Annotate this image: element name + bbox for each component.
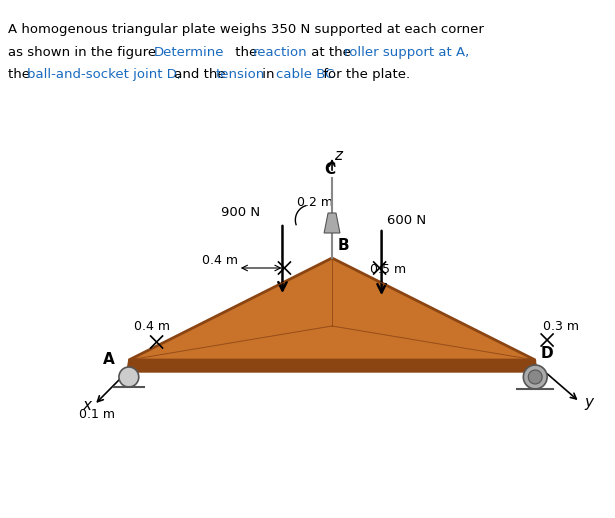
Text: 600 N: 600 N xyxy=(387,213,426,226)
Text: x: x xyxy=(82,398,91,413)
Text: 0.4 m: 0.4 m xyxy=(202,254,238,267)
Polygon shape xyxy=(324,213,340,233)
Text: A homogenous triangular plate weighs 350 N supported at each corner: A homogenous triangular plate weighs 350… xyxy=(8,23,484,36)
Circle shape xyxy=(528,370,542,384)
Text: ball-and-socket joint D,: ball-and-socket joint D, xyxy=(27,68,181,81)
Text: the: the xyxy=(8,68,34,81)
Text: 0.3 m: 0.3 m xyxy=(543,320,579,333)
Text: the: the xyxy=(231,46,261,59)
Text: 0.1 m: 0.1 m xyxy=(79,408,115,421)
Text: D: D xyxy=(540,346,553,361)
Polygon shape xyxy=(127,360,537,372)
Circle shape xyxy=(119,367,139,387)
Text: y: y xyxy=(585,395,593,410)
Text: at the: at the xyxy=(308,46,355,59)
Polygon shape xyxy=(129,258,535,360)
Text: 900 N: 900 N xyxy=(221,207,260,220)
Text: z: z xyxy=(334,148,342,163)
Text: for the plate.: for the plate. xyxy=(319,68,410,81)
Text: 0.4 m: 0.4 m xyxy=(134,320,170,333)
Text: Determine: Determine xyxy=(154,46,224,59)
Text: reaction: reaction xyxy=(253,46,308,59)
Text: in: in xyxy=(258,68,279,81)
Text: roller support at A,: roller support at A, xyxy=(344,46,469,59)
Circle shape xyxy=(523,365,547,389)
Text: 0.5 m: 0.5 m xyxy=(370,263,406,276)
Text: C: C xyxy=(324,162,335,177)
Text: A: A xyxy=(103,352,115,367)
Text: 0.2 m: 0.2 m xyxy=(297,196,333,209)
Text: tension: tension xyxy=(216,68,265,81)
Text: and the: and the xyxy=(170,68,231,81)
Text: cable BC: cable BC xyxy=(276,68,334,81)
Text: as shown in the figure.: as shown in the figure. xyxy=(8,46,164,59)
Text: B: B xyxy=(338,238,349,253)
